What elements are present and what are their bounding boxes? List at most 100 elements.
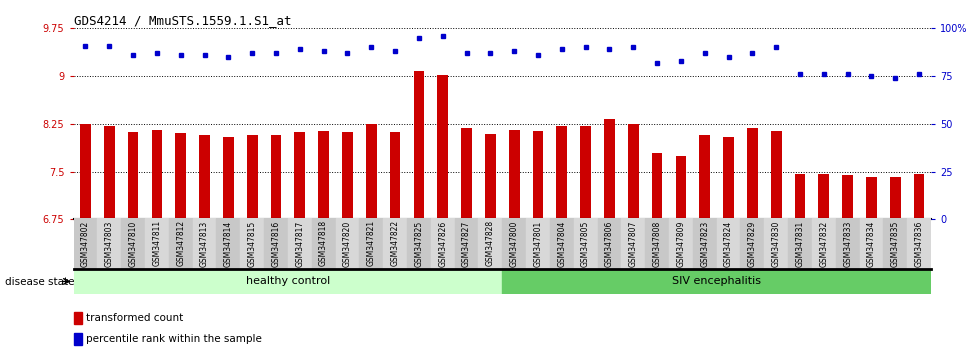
Bar [532,131,543,219]
Bar [573,218,598,269]
Bar [747,128,758,219]
Bar [836,218,859,269]
Bar [485,134,496,219]
Text: GSM347808: GSM347808 [653,220,662,267]
Bar [437,75,448,219]
Text: GSM347818: GSM347818 [319,220,328,267]
Bar [645,218,669,269]
Text: GSM347809: GSM347809 [676,220,685,267]
Bar [741,218,764,269]
Bar [288,218,312,269]
Bar [526,218,550,269]
Text: GSM347825: GSM347825 [415,220,423,267]
Text: GSM347827: GSM347827 [462,220,471,267]
Bar [122,218,145,269]
Text: percentile rank within the sample: percentile rank within the sample [86,335,262,344]
Text: GSM347800: GSM347800 [510,220,518,267]
Bar [502,269,931,294]
Text: GSM347807: GSM347807 [629,220,638,267]
Bar [509,130,519,219]
Bar [240,218,264,269]
Bar [866,177,877,219]
Bar [74,269,502,294]
Text: GSM347813: GSM347813 [200,220,209,267]
Bar [598,218,621,269]
Bar [859,218,883,269]
Bar [335,218,360,269]
Bar [883,218,907,269]
Text: GSM347823: GSM347823 [701,220,710,267]
Text: GSM347828: GSM347828 [486,220,495,267]
Bar [913,173,924,219]
Bar [80,124,91,219]
Bar [414,71,424,219]
Bar [675,156,686,219]
Bar [318,131,329,219]
Bar [788,218,811,269]
Bar [74,218,97,269]
Bar [818,174,829,219]
Text: GSM347802: GSM347802 [81,220,90,267]
Text: GSM347803: GSM347803 [105,220,114,267]
Bar [312,218,335,269]
Bar [771,131,781,219]
Text: GSM347806: GSM347806 [605,220,613,267]
Bar [550,218,573,269]
Bar [693,218,716,269]
Bar [842,175,853,219]
Bar [366,124,376,219]
Bar [294,132,305,219]
Text: GSM347810: GSM347810 [128,220,137,267]
Bar [907,218,931,269]
Bar [169,218,193,269]
Text: GSM347801: GSM347801 [533,220,543,267]
Text: healthy control: healthy control [246,276,330,286]
Bar [193,218,217,269]
Text: GSM347816: GSM347816 [271,220,280,267]
Text: GSM347835: GSM347835 [891,220,900,267]
Bar [175,133,186,219]
Bar [390,132,401,219]
Bar [407,218,431,269]
Bar [199,135,210,219]
Text: GSM347815: GSM347815 [248,220,257,267]
Bar [621,218,645,269]
Bar [104,126,115,219]
Bar [723,137,734,219]
Text: GSM347836: GSM347836 [914,220,923,267]
Bar [152,130,163,219]
Bar [557,126,567,219]
Text: GSM347822: GSM347822 [391,220,400,267]
Text: SIV encephalitis: SIV encephalitis [672,276,761,286]
Text: GSM347805: GSM347805 [581,220,590,267]
Bar [502,218,526,269]
Text: GSM347824: GSM347824 [724,220,733,267]
Bar [604,119,614,219]
Bar [716,218,741,269]
Text: GSM347834: GSM347834 [867,220,876,267]
Bar [217,218,240,269]
Bar [478,218,502,269]
Text: GDS4214 / MmuSTS.1559.1.S1_at: GDS4214 / MmuSTS.1559.1.S1_at [74,14,291,27]
Bar [628,124,639,219]
Text: GSM347829: GSM347829 [748,220,757,267]
Text: disease state: disease state [5,277,74,287]
Text: GSM347814: GSM347814 [223,220,233,267]
Bar [270,135,281,219]
Text: GSM347826: GSM347826 [438,220,447,267]
Bar [74,312,82,324]
Bar [264,218,288,269]
Bar [669,218,693,269]
Bar [580,126,591,219]
Bar [383,218,407,269]
Bar [652,153,662,219]
Bar [795,174,806,219]
Bar [700,135,710,219]
Bar [74,333,82,346]
Bar [811,218,836,269]
Bar [247,135,258,219]
Text: GSM347817: GSM347817 [295,220,304,267]
Text: transformed count: transformed count [86,313,183,323]
Bar [462,129,472,219]
Bar [145,218,169,269]
